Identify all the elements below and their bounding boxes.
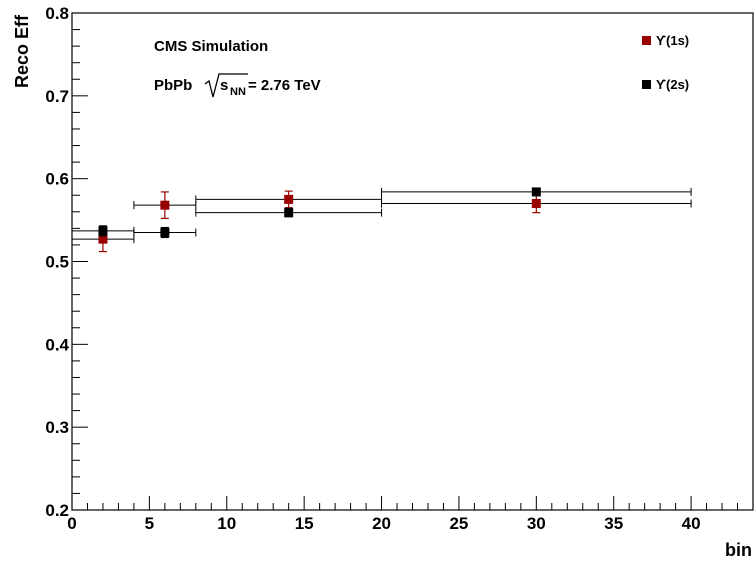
legend-label-2s: ϒ(2s): [656, 77, 689, 92]
series-2: [71, 187, 692, 239]
energy-value: = 2.76 TeV: [248, 77, 321, 94]
legend: ϒ(1s) ϒ(2s): [642, 33, 689, 92]
x-tick-label: 20: [372, 514, 391, 533]
y-tick-label: 0.5: [45, 253, 69, 272]
data-marker: [284, 194, 294, 204]
x-tick-label: 5: [145, 514, 154, 533]
x-tick-label: 30: [527, 514, 546, 533]
data-marker: [98, 226, 108, 236]
x-axis-label: bin: [725, 540, 752, 560]
legend-marker-1s: [642, 36, 651, 45]
plot-frame: [71, 12, 754, 511]
data-points: [71, 187, 692, 253]
y-tick-label: 0.7: [45, 87, 69, 106]
x-tick-label: 35: [604, 514, 623, 533]
sqrt-sign: [204, 73, 248, 98]
energy-subscript: NN: [230, 86, 246, 98]
data-marker: [284, 208, 294, 218]
energy-symbol: s: [220, 77, 228, 94]
data-marker: [531, 199, 541, 209]
experiment-label: CMS Simulation: [154, 38, 268, 55]
data-marker: [160, 200, 170, 210]
x-tick-label: 10: [217, 514, 236, 533]
y-tick-label: 0.6: [45, 170, 69, 189]
x-tick-label: 25: [449, 514, 468, 533]
x-tick-label: 0: [67, 514, 76, 533]
axis-ticks: [71, 12, 754, 511]
energy-label: PbPb s NN = 2.76 TeV: [154, 73, 321, 98]
y-axis-label: Reco Eff: [12, 14, 32, 88]
data-marker: [98, 234, 108, 244]
data-marker: [160, 228, 170, 238]
legend-label-1s: ϒ(1s): [656, 33, 689, 48]
y-tick-label: 0.2: [45, 501, 69, 520]
y-tick-label: 0.8: [45, 4, 69, 23]
y-tick-label: 0.4: [45, 335, 69, 354]
data-marker: [531, 187, 541, 197]
tick-labels: 0 5 10 15 20 25 30 35 40 0.2 0.3 0.4 0.5 0.6 0.7 0.8: [45, 4, 700, 533]
legend-marker-2s: [642, 80, 651, 89]
x-tick-label: 40: [682, 514, 701, 533]
system-label: PbPb: [154, 77, 192, 94]
x-tick-label: 15: [295, 514, 314, 533]
y-tick-label: 0.3: [45, 418, 69, 437]
